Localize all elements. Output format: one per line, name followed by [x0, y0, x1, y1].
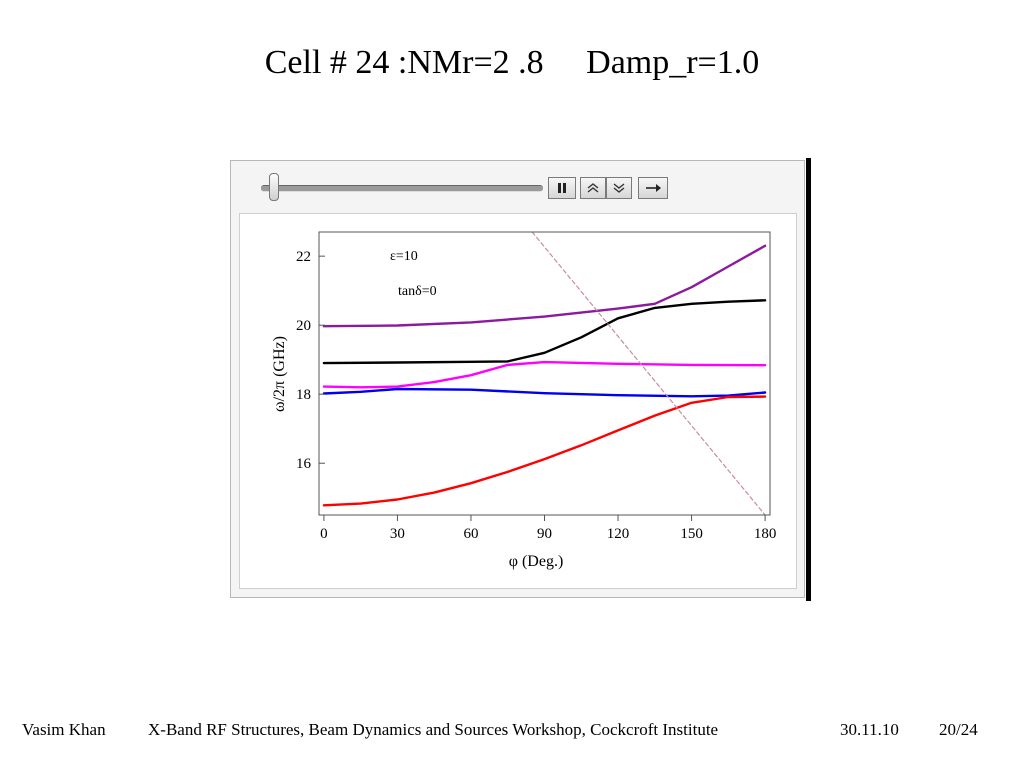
series-line-2 — [322, 299, 767, 365]
series-line-1 — [322, 244, 767, 328]
y-tick-label: 18 — [296, 387, 311, 403]
pause-icon — [558, 183, 566, 193]
x-tick-label: 60 — [463, 526, 478, 542]
direction-button[interactable] — [638, 177, 668, 199]
x-tick-label: 90 — [537, 526, 552, 542]
x-tick-label: 120 — [607, 526, 630, 542]
series-line-5 — [322, 395, 767, 507]
panel-edge — [806, 158, 811, 601]
animation-controls — [231, 161, 806, 211]
annotation-epsilon: ε=10 — [390, 249, 418, 264]
double-chevron-up-icon — [587, 183, 599, 193]
y-axis-label: ω/2π (GHz) — [271, 336, 288, 412]
faster-button[interactable] — [580, 177, 606, 199]
dispersion-chart: 0 30 60 90 120 150 180 16 18 20 22 φ (Deg.) ω/2π (… — [271, 231, 777, 570]
slide-title: Cell # 24 :NMr=2 .8 Damp_r=1.0 — [264, 44, 760, 81]
slower-button[interactable] — [606, 177, 632, 199]
x-tick-label: 180 — [754, 526, 777, 542]
x-tick-label: 150 — [680, 526, 703, 542]
light-line — [531, 231, 766, 516]
x-tick-label: 0 — [320, 526, 328, 542]
annotation-tan-delta: tanδ=0 — [398, 284, 437, 299]
y-tick-label: 22 — [296, 249, 311, 265]
slider-thumb[interactable] — [269, 173, 280, 201]
y-tick-label: 16 — [296, 456, 312, 472]
footer-page: 20/24 — [939, 720, 978, 739]
slider-track[interactable] — [261, 185, 543, 192]
animation-panel: 0 30 60 90 120 150 180 16 18 20 22 φ (Deg.) ω/2π (… — [230, 160, 805, 598]
footer-event: X-Band RF Structures, Beam Dynamics and … — [148, 720, 719, 739]
x-axis-label: φ (Deg.) — [509, 553, 564, 570]
plot-area-frame — [318, 231, 771, 516]
series-line-3 — [322, 360, 767, 389]
plot-frame: 0 30 60 90 120 150 180 16 18 20 22 φ (Deg.) ω/2π (… — [239, 213, 797, 589]
x-tick-label: 30 — [390, 526, 405, 542]
series-line-4 — [322, 387, 767, 398]
right-arrow-icon — [646, 184, 661, 192]
double-chevron-down-icon — [613, 183, 625, 193]
y-tick-label: 20 — [296, 318, 311, 334]
footer-author: Vasim Khan — [22, 720, 106, 739]
footer-date: 30.11.10 — [840, 720, 899, 739]
pause-button[interactable] — [548, 177, 576, 199]
